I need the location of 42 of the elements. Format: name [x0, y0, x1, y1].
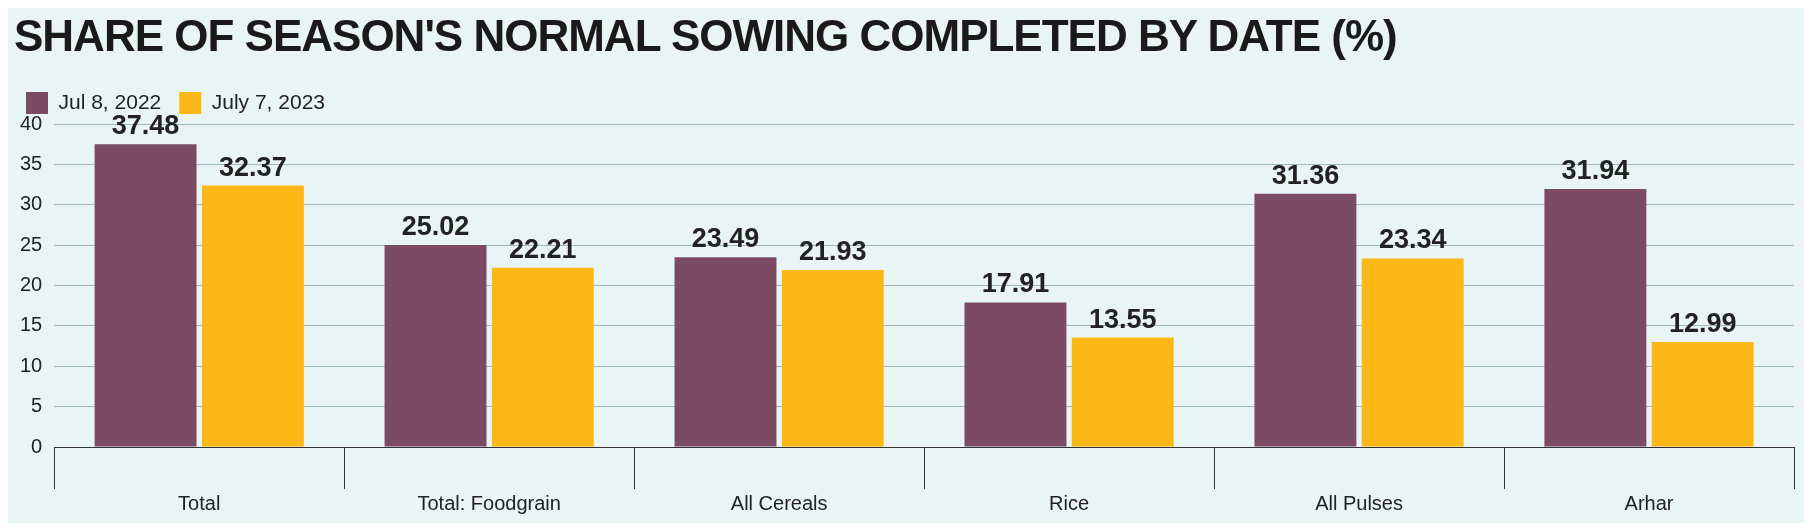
data-label: 21.93 — [799, 235, 867, 266]
data-label: 12.99 — [1668, 308, 1737, 339]
data-label: 31.36 — [1271, 159, 1340, 190]
x-tick-label: Total — [178, 491, 221, 514]
data-label: 37.48 — [111, 110, 180, 141]
bar — [1651, 342, 1754, 447]
legend-label: July 7, 2023 — [211, 89, 325, 113]
y-tick-label: 40 — [20, 111, 43, 134]
x-tick-label: Rice — [1049, 491, 1090, 514]
data-label: 23.49 — [691, 223, 760, 254]
y-tick-label: 20 — [20, 273, 43, 296]
bar — [674, 257, 777, 447]
x-tick-label: Arhar — [1624, 491, 1674, 514]
data-label: 17.91 — [981, 268, 1050, 299]
bar — [964, 302, 1067, 447]
x-tick-label: All Pulses — [1315, 491, 1403, 514]
y-tick-label: 35 — [20, 151, 43, 174]
y-tick-label: 25 — [20, 232, 43, 255]
data-label: 23.34 — [1378, 224, 1447, 255]
bar — [1361, 258, 1464, 447]
data-label: 22.21 — [509, 233, 577, 264]
bar — [1254, 193, 1357, 447]
data-label: 25.02 — [401, 210, 470, 241]
bar — [201, 185, 304, 447]
data-label: 13.55 — [1088, 303, 1157, 334]
x-tick-label: All Cereals — [730, 491, 828, 514]
y-tick-label: 5 — [31, 394, 43, 417]
x-tick-label: Total: Foodgrain — [417, 491, 561, 514]
bar — [384, 244, 487, 447]
bar — [1544, 189, 1647, 447]
data-label: 32.37 — [219, 151, 287, 182]
bar — [1071, 337, 1174, 447]
bar — [491, 267, 594, 447]
legend-label: Jul 8, 2022 — [58, 89, 162, 113]
y-tick-label: 10 — [20, 353, 43, 376]
data-label: 31.94 — [1561, 155, 1630, 186]
chart-title: SHARE OF SEASON'S NORMAL SOWING COMPLETED BY DATE (%) — [13, 10, 1398, 62]
y-tick-label: 30 — [20, 192, 43, 215]
bar — [781, 269, 884, 447]
y-tick-label: 0 — [31, 434, 43, 457]
bar — [94, 144, 197, 447]
y-tick-label: 15 — [20, 313, 43, 336]
